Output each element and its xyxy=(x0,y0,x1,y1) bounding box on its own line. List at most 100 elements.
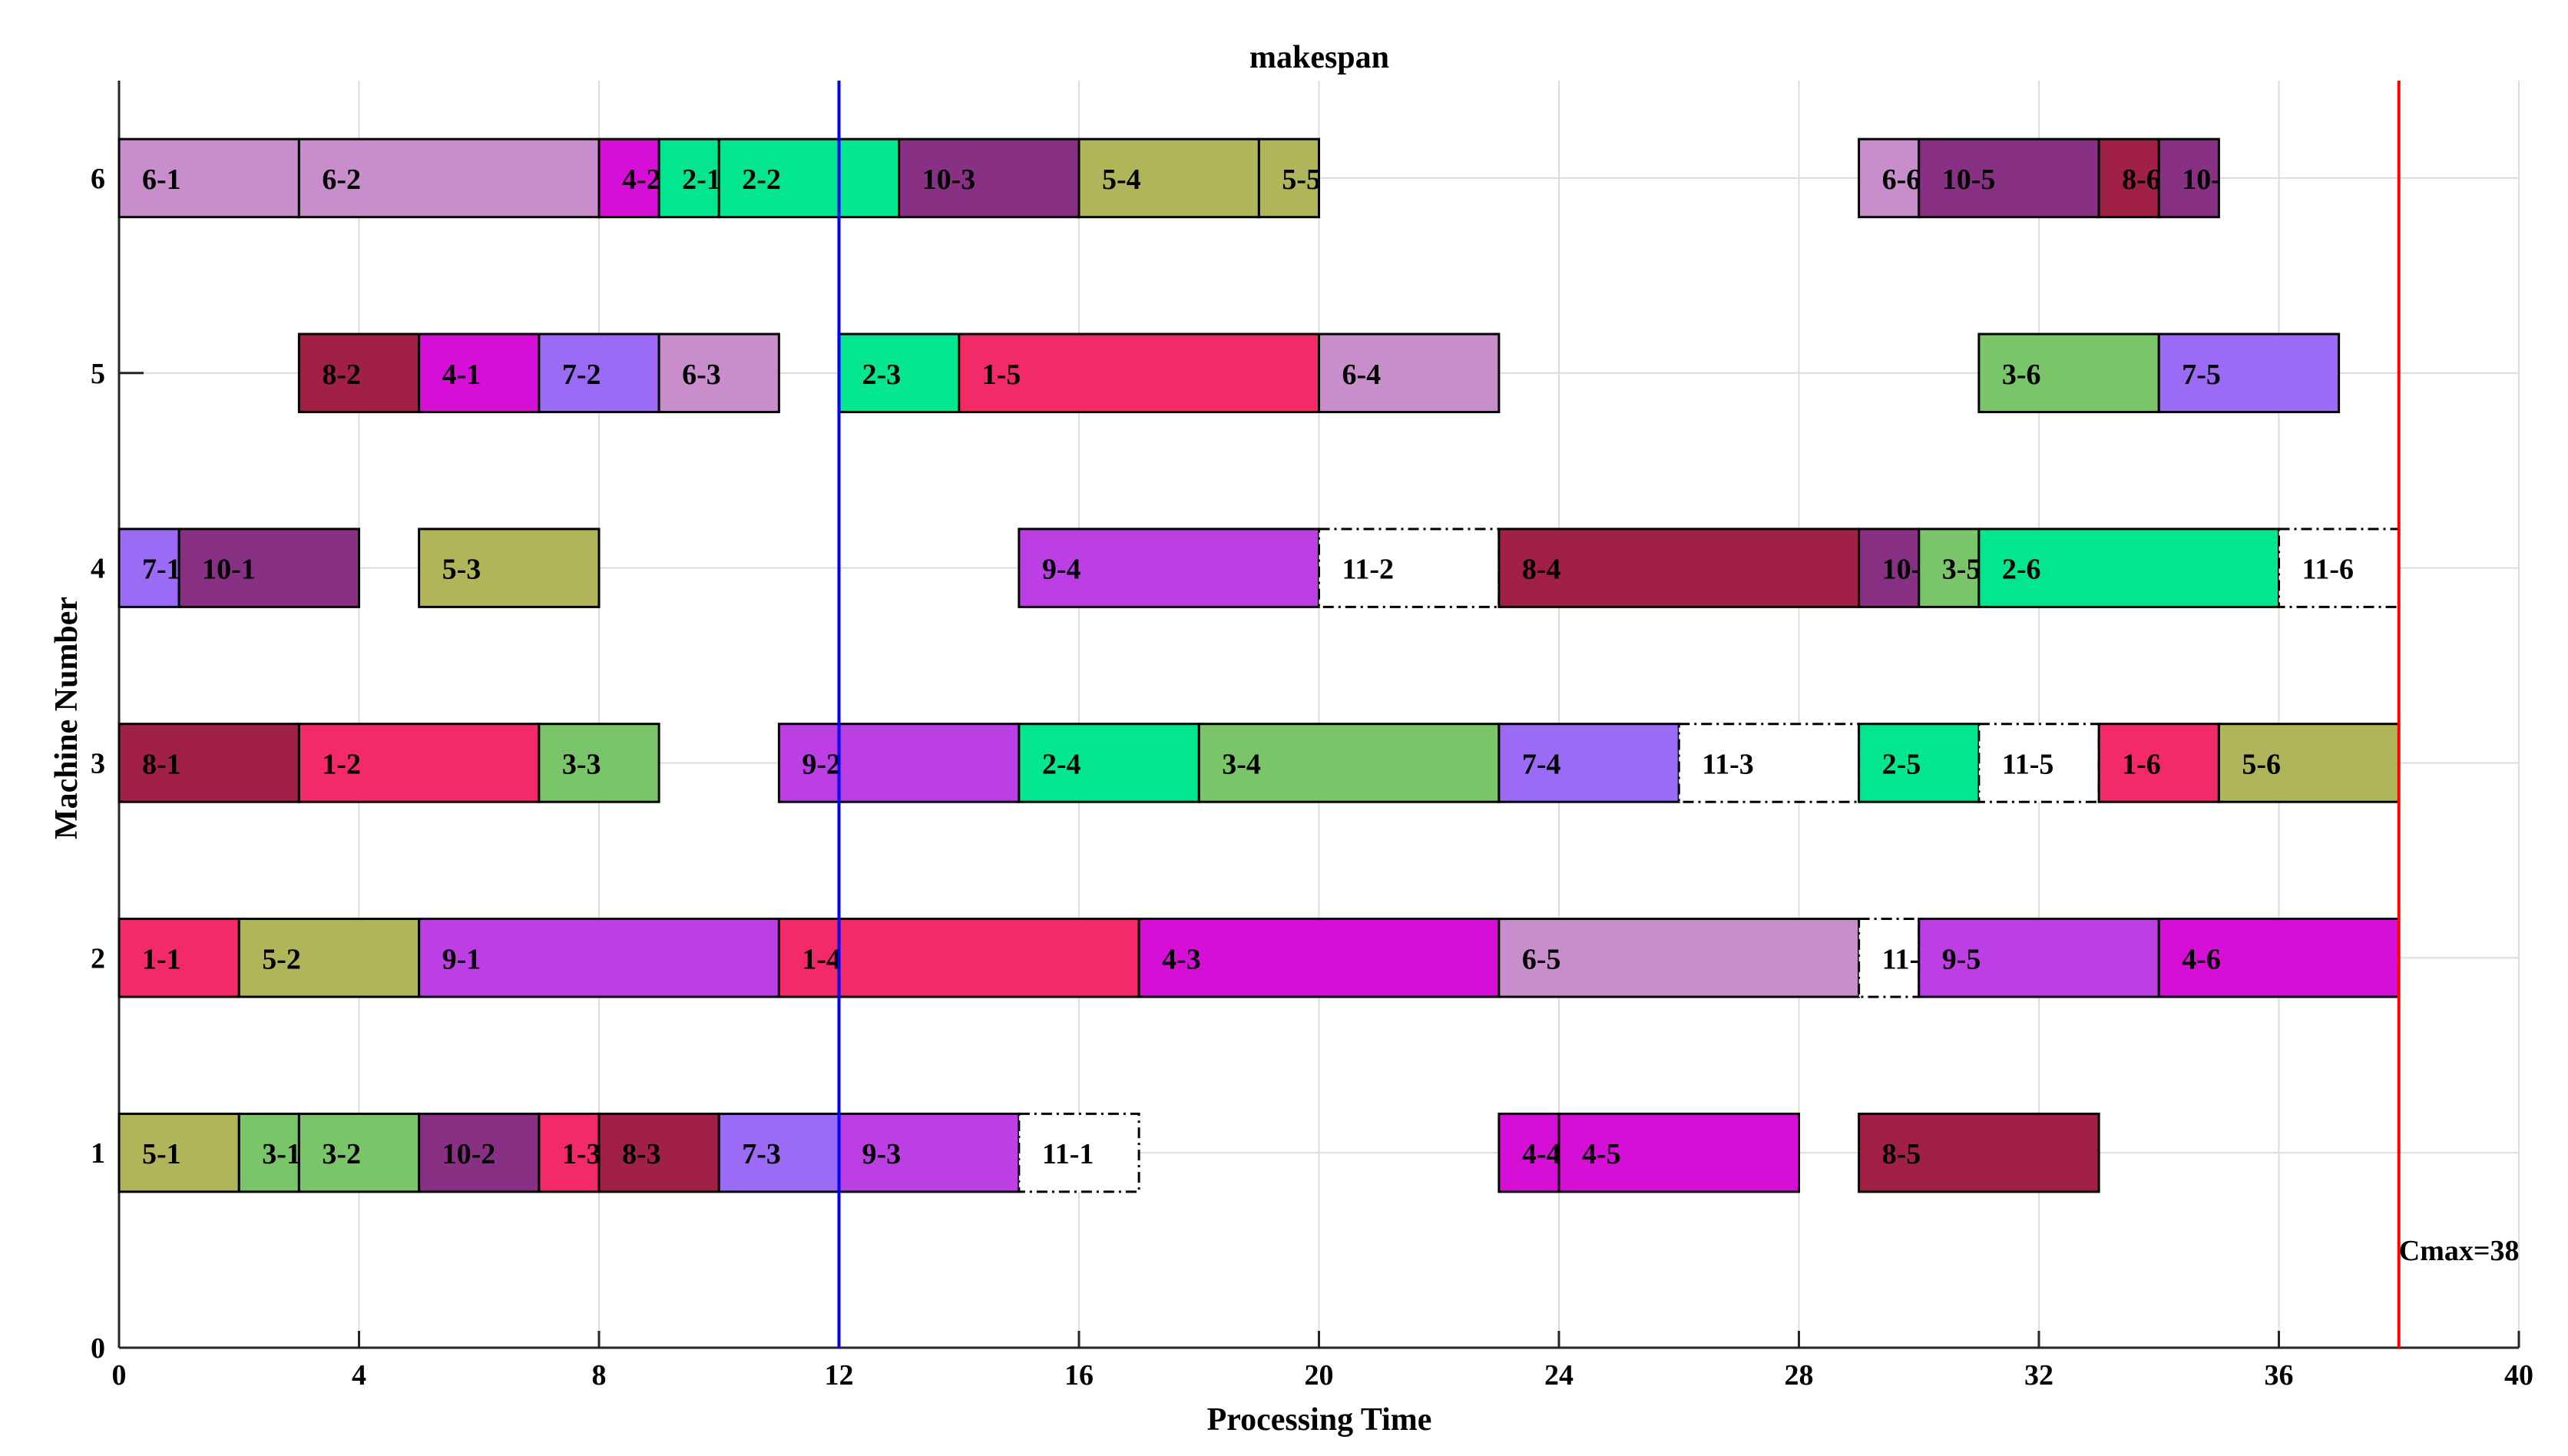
task-bar: 4-5 xyxy=(1557,1112,1800,1193)
task-bar: 4-4 xyxy=(1497,1112,1560,1193)
task-bar: 3-3 xyxy=(538,723,660,803)
task-bar: 8-3 xyxy=(597,1112,720,1193)
task-bar: 4-3 xyxy=(1137,918,1501,998)
x-tick-label: 28 xyxy=(1785,1359,1814,1391)
task-bar-rect xyxy=(898,137,1080,219)
y-tick-label: 5 xyxy=(91,358,105,390)
y-tick-label: 6 xyxy=(91,163,105,195)
task-bar-label: 8-5 xyxy=(1882,1138,1921,1170)
task-bar-rect xyxy=(1977,723,2100,803)
task-bar-label: 11-3 xyxy=(1702,748,1754,780)
task-bar-rect xyxy=(297,137,601,219)
task-bar-rect xyxy=(1677,723,1861,803)
task-bar-label: 8-1 xyxy=(142,748,181,780)
task-bar: 3-4 xyxy=(1197,723,1501,803)
task-bar: 3-6 xyxy=(1977,333,2160,414)
task-bar-label: 3-2 xyxy=(322,1138,361,1170)
task-bar: 5-2 xyxy=(237,918,421,998)
task-bar-label: 11-1 xyxy=(1042,1138,1094,1170)
task-bar-label: 9-2 xyxy=(802,748,841,780)
task-bar-rect xyxy=(777,723,1021,803)
marker-lines: Cmax=38 xyxy=(837,81,2520,1348)
task-bar-label: 7-1 xyxy=(142,554,181,586)
task-bar: 3-2 xyxy=(297,1112,421,1193)
task-bar: 2-6 xyxy=(1977,528,2280,608)
task-bar-rect xyxy=(1858,723,1981,803)
task-bars: 6-1 6-2 4-2 2-1 2-2 10-3 5-4 5-5 6-6 10-5 8-6 10-6 8… xyxy=(117,137,2401,1193)
task-bar-label: 2-4 xyxy=(1042,748,1081,780)
task-bar-rect xyxy=(1918,918,2160,998)
task-bar: 9-5 xyxy=(1918,918,2160,998)
task-bar-rect xyxy=(297,333,421,414)
task-bar-rect xyxy=(1858,1112,2100,1193)
x-tick-label: 36 xyxy=(2265,1359,2294,1391)
task-bar-label: 1-4 xyxy=(802,943,841,975)
task-bar-label: 6-4 xyxy=(1342,359,1382,391)
task-bar: 8-2 xyxy=(297,333,421,414)
task-bar-label: 2-1 xyxy=(682,164,721,196)
task-bar-label: 4-6 xyxy=(2182,943,2221,975)
task-bar-label: 6-3 xyxy=(682,359,721,391)
task-bar-rect xyxy=(117,528,180,608)
task-bar-label: 8-2 xyxy=(322,359,361,391)
task-bar: 10-2 xyxy=(418,1112,541,1193)
task-bar: 11-5 xyxy=(1977,723,2100,803)
task-bar-label: 10-6 xyxy=(2182,164,2235,196)
task-bar-rect xyxy=(2157,137,2220,219)
task-bar-rect xyxy=(1497,723,1680,803)
task-bar-rect xyxy=(597,137,660,219)
task-bar: 1-6 xyxy=(2097,723,2220,803)
task-bar-label: 9-5 xyxy=(1942,943,1981,975)
task-bar-rect xyxy=(538,1112,601,1193)
task-bar-rect xyxy=(1977,333,2160,414)
task-bar-rect xyxy=(237,1112,300,1193)
chart-title: makespan xyxy=(1249,40,1389,75)
task-bar-rect xyxy=(297,1112,421,1193)
task-bar-label: 1-2 xyxy=(322,748,361,780)
y-tick-label: 0 xyxy=(91,1332,105,1365)
x-tick-label: 24 xyxy=(1544,1359,1574,1391)
task-bar-label: 6-6 xyxy=(1882,164,1921,196)
task-bar-label: 7-2 xyxy=(562,359,601,391)
task-bar-rect xyxy=(237,918,421,998)
task-bar: 10-6 xyxy=(2157,137,2235,219)
task-bar: 1-4 xyxy=(777,918,1140,998)
task-bar: 2-2 xyxy=(717,137,901,219)
y-tick-label: 4 xyxy=(91,553,105,585)
task-bar-label: 8-3 xyxy=(622,1138,661,1170)
task-bar: 2-5 xyxy=(1858,723,1981,803)
task-bar-label: 9-4 xyxy=(1042,554,1081,586)
task-bar-label: 6-5 xyxy=(1522,943,1561,975)
task-bar: 2-1 xyxy=(657,137,721,219)
task-bar-rect xyxy=(418,528,601,608)
task-bar-label: 5-6 xyxy=(2242,748,2281,780)
task-bar-label: 3-5 xyxy=(1942,554,1981,586)
task-bar: 6-2 xyxy=(297,137,601,219)
task-bar: 11-1 xyxy=(1018,1112,1140,1193)
task-bar-rect xyxy=(418,1112,541,1193)
task-bar-label: 5-3 xyxy=(442,554,482,586)
task-bar-label: 10-4 xyxy=(1882,554,1936,586)
task-bar-label: 10-1 xyxy=(202,554,256,586)
task-bar-label: 11-2 xyxy=(1342,554,1395,586)
task-bar-label: 10-5 xyxy=(1942,164,1996,196)
task-bar: 6-4 xyxy=(1318,333,1501,414)
task-bar-rect xyxy=(1318,528,1501,608)
task-bar-rect xyxy=(958,333,1320,414)
task-bar-label: 2-3 xyxy=(862,359,902,391)
task-bar: 9-1 xyxy=(418,918,780,998)
task-bar-rect xyxy=(117,137,300,219)
task-bar-rect xyxy=(297,723,541,803)
task-bar-rect xyxy=(1858,918,1921,998)
task-bar: 11-6 xyxy=(2278,528,2401,608)
x-tick-label: 40 xyxy=(2504,1359,2533,1391)
task-bar-rect xyxy=(538,723,660,803)
task-bar-rect xyxy=(1557,1112,1800,1193)
task-bar-rect xyxy=(597,1112,720,1193)
task-bar: 5-4 xyxy=(1077,137,1260,219)
task-bar-rect xyxy=(1257,137,1320,219)
task-bar-label: 2-6 xyxy=(2002,554,2041,586)
task-bar: 7-2 xyxy=(538,333,660,414)
task-bar-rect xyxy=(1018,1112,1140,1193)
task-bar: 11-4 xyxy=(1858,918,1921,998)
